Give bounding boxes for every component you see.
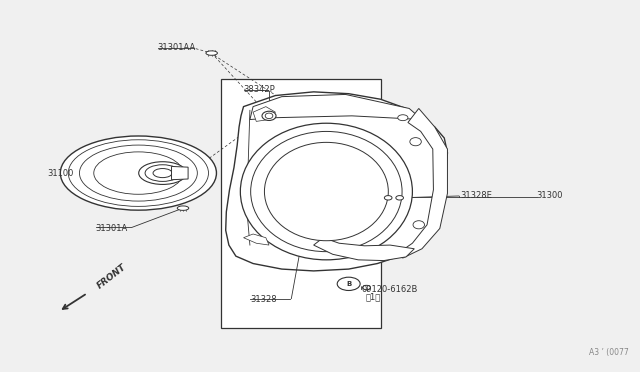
- Bar: [221, 79, 381, 328]
- Ellipse shape: [177, 206, 189, 211]
- Ellipse shape: [363, 285, 371, 290]
- Ellipse shape: [241, 123, 412, 260]
- Text: 31100: 31100: [47, 169, 74, 177]
- Ellipse shape: [251, 131, 402, 251]
- Ellipse shape: [264, 142, 388, 241]
- Text: FRONT: FRONT: [96, 262, 128, 290]
- Polygon shape: [253, 107, 275, 121]
- Ellipse shape: [385, 196, 392, 200]
- Ellipse shape: [153, 169, 172, 177]
- Ellipse shape: [265, 113, 273, 119]
- Ellipse shape: [60, 136, 216, 210]
- Ellipse shape: [396, 196, 403, 200]
- Text: 31301AA: 31301AA: [157, 43, 196, 52]
- Ellipse shape: [139, 162, 186, 185]
- Ellipse shape: [206, 51, 218, 55]
- Ellipse shape: [413, 221, 424, 229]
- Polygon shape: [226, 92, 447, 271]
- Polygon shape: [172, 166, 188, 180]
- Text: 38342P: 38342P: [244, 85, 275, 94]
- Ellipse shape: [397, 115, 408, 121]
- Ellipse shape: [410, 138, 421, 146]
- Polygon shape: [396, 109, 447, 258]
- Text: 31300: 31300: [537, 192, 563, 201]
- Circle shape: [337, 277, 360, 291]
- Text: 31301A: 31301A: [96, 224, 128, 233]
- Polygon shape: [250, 94, 422, 119]
- Text: （1）: （1）: [366, 292, 381, 301]
- Ellipse shape: [262, 111, 276, 121]
- Polygon shape: [314, 238, 414, 260]
- Text: B: B: [346, 281, 351, 287]
- Text: 31328: 31328: [250, 295, 276, 304]
- Text: 09120-6162B: 09120-6162B: [362, 285, 418, 294]
- Polygon shape: [244, 234, 269, 245]
- Ellipse shape: [145, 165, 180, 182]
- Text: 31328E: 31328E: [460, 192, 492, 201]
- Text: A3 ’ (0077: A3 ’ (0077: [589, 347, 629, 357]
